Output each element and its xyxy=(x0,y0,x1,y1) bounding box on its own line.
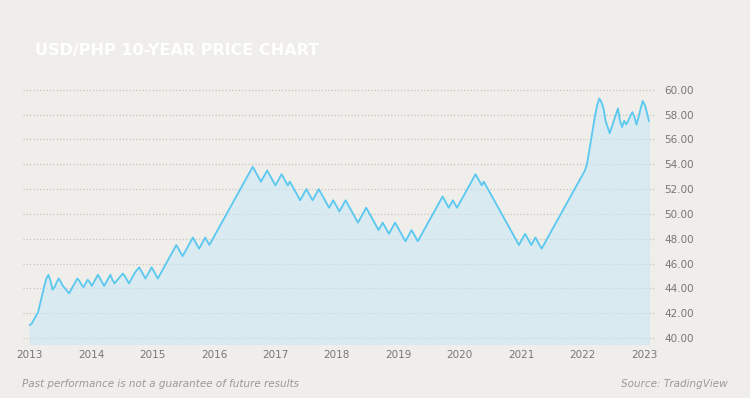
Text: USD/PHP 10-YEAR PRICE CHART: USD/PHP 10-YEAR PRICE CHART xyxy=(34,43,319,58)
Text: Source: TradingView: Source: TradingView xyxy=(621,379,728,389)
Text: Past performance is not a guarantee of future results: Past performance is not a guarantee of f… xyxy=(22,379,299,389)
